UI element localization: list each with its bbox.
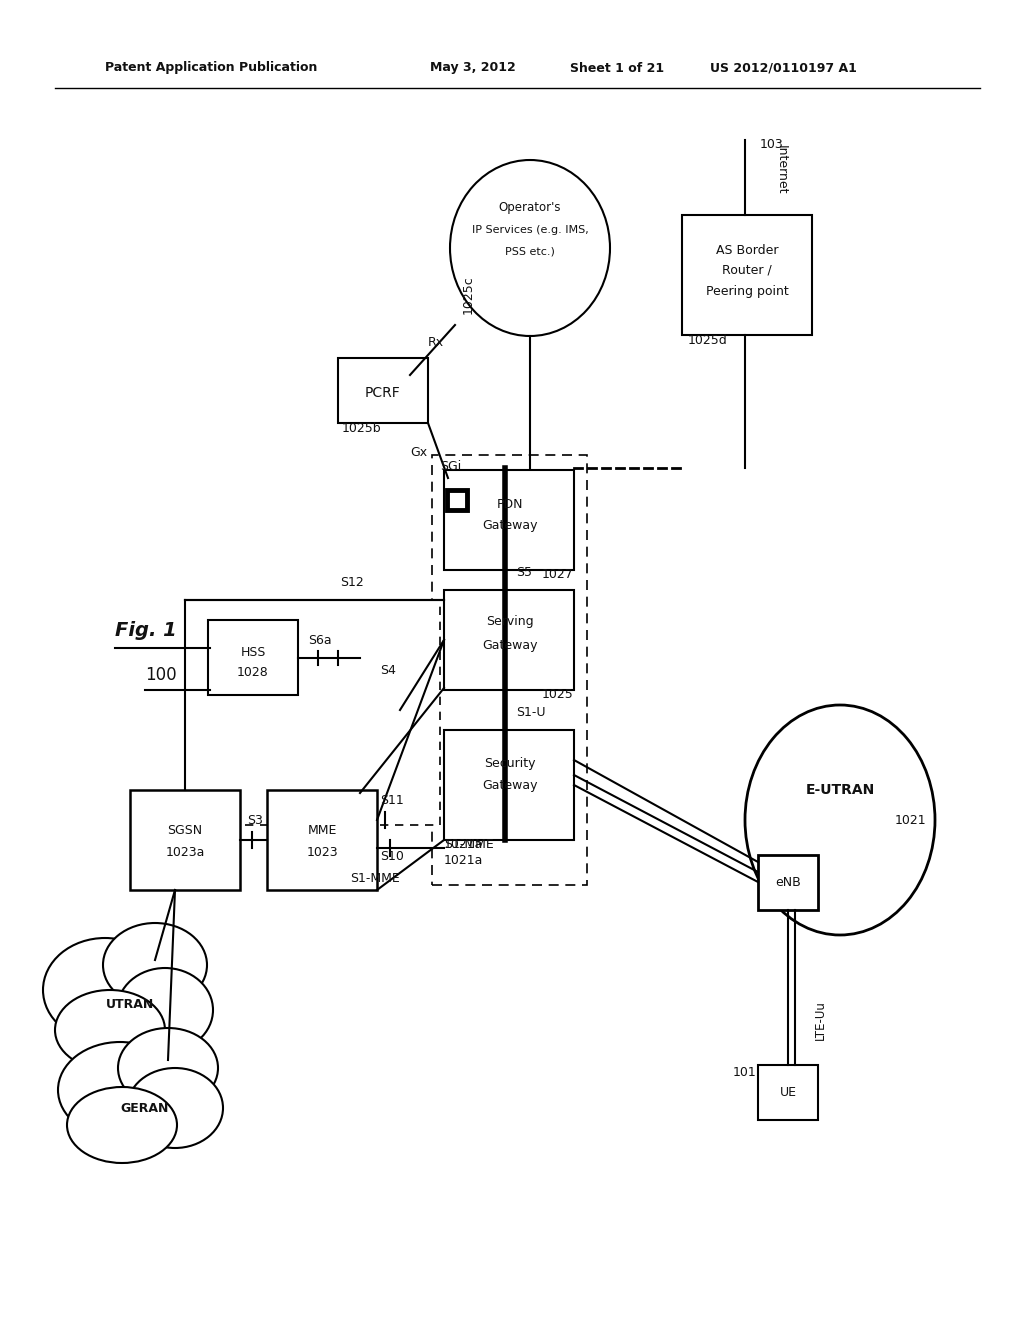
Text: 1025b: 1025b: [342, 421, 382, 434]
Text: 103: 103: [760, 139, 783, 152]
Bar: [444, 590, 574, 690]
Bar: [444, 730, 574, 840]
Text: S12: S12: [340, 576, 364, 589]
Bar: [208, 620, 298, 696]
Ellipse shape: [103, 923, 207, 1007]
Bar: [758, 855, 818, 909]
Text: PSS etc.): PSS etc.): [505, 247, 555, 257]
Bar: [338, 358, 428, 422]
Text: 1021a: 1021a: [444, 854, 483, 866]
Text: 1023a: 1023a: [165, 846, 205, 858]
Ellipse shape: [118, 1028, 218, 1107]
Text: Peering point: Peering point: [706, 285, 788, 298]
Text: PDN: PDN: [497, 499, 523, 511]
Bar: [185, 601, 440, 825]
Text: Serving: Serving: [486, 615, 534, 628]
Text: 1025: 1025: [542, 688, 573, 701]
Text: E-UTRAN: E-UTRAN: [805, 783, 874, 797]
Text: 1021: 1021: [895, 813, 927, 826]
Bar: [267, 789, 377, 890]
Text: 101: 101: [733, 1065, 757, 1078]
Ellipse shape: [55, 990, 165, 1071]
Bar: [682, 215, 812, 335]
Text: Router /: Router /: [722, 264, 772, 276]
Text: S3: S3: [247, 813, 263, 826]
Ellipse shape: [67, 1086, 177, 1163]
Text: GERAN: GERAN: [121, 1101, 169, 1114]
Text: LTE-Uu: LTE-Uu: [813, 1001, 826, 1040]
Text: S1-U: S1-U: [516, 705, 546, 718]
Bar: [758, 1065, 818, 1119]
Text: S6a: S6a: [308, 634, 332, 647]
Text: HSS: HSS: [241, 647, 265, 660]
Text: US 2012/0110197 A1: US 2012/0110197 A1: [710, 62, 857, 74]
Text: Patent Application Publication: Patent Application Publication: [105, 62, 317, 74]
Text: Gx: Gx: [410, 446, 427, 458]
Text: eNB: eNB: [775, 875, 801, 888]
Text: Gateway: Gateway: [482, 639, 538, 652]
Text: Operator's: Operator's: [499, 202, 561, 214]
Text: SGi: SGi: [440, 461, 461, 474]
Text: 1021a: 1021a: [444, 838, 483, 851]
Text: 1028: 1028: [238, 665, 269, 678]
Ellipse shape: [43, 939, 167, 1041]
Ellipse shape: [745, 705, 935, 935]
Ellipse shape: [58, 1041, 182, 1138]
Text: Rx: Rx: [428, 335, 444, 348]
Text: UTRAN: UTRAN: [105, 998, 155, 1011]
Text: S4: S4: [380, 664, 396, 676]
Text: 1023: 1023: [306, 846, 338, 858]
Text: SGSN: SGSN: [168, 824, 203, 837]
Bar: [130, 789, 240, 890]
Bar: [447, 490, 467, 510]
Text: Gateway: Gateway: [482, 519, 538, 532]
Text: Fig. 1: Fig. 1: [115, 620, 177, 639]
Text: AS Border: AS Border: [716, 243, 778, 256]
Text: 1025d: 1025d: [688, 334, 728, 346]
Text: MME: MME: [307, 824, 337, 837]
Ellipse shape: [127, 1068, 223, 1148]
Ellipse shape: [450, 160, 610, 337]
Text: S1-MME: S1-MME: [444, 838, 494, 851]
Text: Internet: Internet: [775, 145, 788, 195]
Text: Sheet 1 of 21: Sheet 1 of 21: [570, 62, 665, 74]
Text: PCRF: PCRF: [366, 385, 400, 400]
Text: 100: 100: [145, 667, 176, 684]
Text: S11: S11: [380, 793, 403, 807]
Text: S1-MME: S1-MME: [350, 871, 400, 884]
Text: UE: UE: [779, 1085, 797, 1098]
Ellipse shape: [117, 968, 213, 1052]
Text: May 3, 2012: May 3, 2012: [430, 62, 516, 74]
Bar: [444, 470, 574, 570]
Text: S5: S5: [516, 566, 532, 579]
Text: Security: Security: [484, 756, 536, 770]
Text: 1025c: 1025c: [462, 276, 474, 314]
Text: Gateway: Gateway: [482, 779, 538, 792]
Text: 1027: 1027: [542, 568, 573, 581]
Bar: [432, 455, 587, 884]
Text: IP Services (e.g. IMS,: IP Services (e.g. IMS,: [472, 224, 589, 235]
Text: S10: S10: [380, 850, 403, 862]
